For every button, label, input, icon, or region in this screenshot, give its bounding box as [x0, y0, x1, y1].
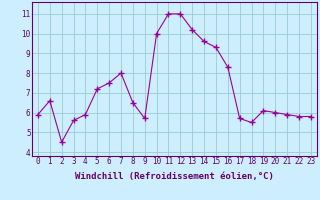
X-axis label: Windchill (Refroidissement éolien,°C): Windchill (Refroidissement éolien,°C): [75, 172, 274, 181]
